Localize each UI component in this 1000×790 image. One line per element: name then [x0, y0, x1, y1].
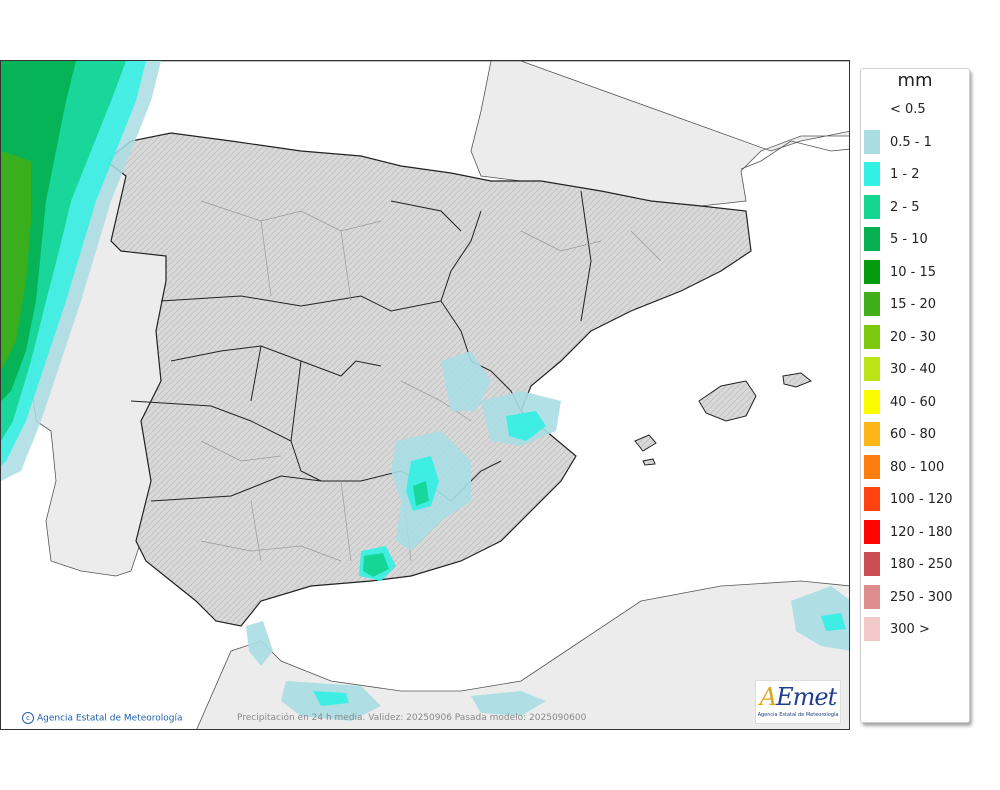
- legend-swatch: [864, 259, 880, 284]
- legend-item: 30 - 40: [861, 355, 969, 385]
- legend-label: 0.5 - 1: [890, 134, 932, 150]
- aemet-logo: AEmet Agencia Estatal de Meteorología: [755, 680, 841, 724]
- coastline-east: [740, 140, 849, 170]
- legend-item: 1 - 2: [861, 160, 969, 190]
- legend-label: 250 - 300: [890, 589, 953, 605]
- legend-label: 1 - 2: [890, 167, 920, 182]
- legend-item: 5 - 10: [861, 225, 969, 255]
- legend-item: 15 - 20: [861, 290, 969, 320]
- precip-algeria-1-2: [821, 613, 846, 631]
- legend-item: 250 - 300: [861, 583, 969, 613]
- legend-label: 180 - 250: [890, 557, 953, 572]
- legend-swatch: [864, 422, 880, 446]
- precip-center-2-5: [413, 481, 429, 506]
- legend-swatch: [864, 227, 880, 251]
- map-caption: Precipitación en 24 h media. Validez: 20…: [237, 713, 587, 723]
- legend-item: 10 - 15: [861, 258, 969, 288]
- precipitation-legend: mm < 0.5 0.5 - 1 1 - 2 2 - 5 5 - 10 10 - 15 15…: [860, 68, 970, 723]
- legend-title: mm: [897, 70, 933, 91]
- precipitation-map: [1, 61, 849, 729]
- legend-swatch: [864, 194, 880, 219]
- legend-label: 300 >: [890, 622, 930, 637]
- spain-landmass: [105, 132, 752, 627]
- legend-label: 80 - 100: [890, 459, 945, 475]
- precip-atlantic-10-15: [1, 151, 31, 371]
- legend-item: 60 - 80: [861, 420, 969, 450]
- legend-swatch: [864, 389, 880, 414]
- aemet-logo-brand: AEmet: [759, 683, 837, 711]
- map-panel: [0, 60, 850, 730]
- legend-label: 15 - 20: [890, 297, 937, 312]
- legend-label: 10 - 15: [890, 264, 937, 280]
- legend-item: < 0.5: [861, 95, 969, 125]
- legend-label: 120 - 180: [890, 524, 953, 540]
- legend-item: 0.5 - 1: [861, 128, 969, 158]
- legend-swatch: [864, 519, 880, 544]
- agency-credit: c Agencia Estatal de Meteorología: [22, 712, 183, 724]
- legend-item: 80 - 100: [861, 453, 969, 483]
- precip-gibraltar-05-1: [246, 621, 273, 666]
- legend-swatch: [864, 129, 880, 154]
- legend-item: 300 >: [861, 615, 969, 645]
- legend-swatch: [864, 454, 880, 479]
- legend-item: 2 - 5: [861, 193, 969, 223]
- legend-swatch: [864, 617, 880, 641]
- legend-label: 60 - 80: [890, 427, 937, 442]
- precip-alboran-1-2: [313, 691, 349, 706]
- legend-item: 180 - 250: [861, 550, 969, 580]
- precip-south-2-5: [363, 553, 389, 577]
- precipitation-overlay: [1, 61, 849, 721]
- formentera: [642, 458, 656, 466]
- legend-label: 40 - 60: [890, 394, 937, 410]
- copyright-icon: c: [22, 712, 34, 724]
- legend-swatch: [864, 324, 880, 349]
- legend-swatch: [864, 487, 880, 511]
- legend-label: 100 - 120: [890, 492, 953, 507]
- legend-swatch: [864, 292, 880, 316]
- legend-label: < 0.5: [890, 102, 926, 117]
- precip-valencia-1-2: [506, 411, 546, 441]
- legend-item: 20 - 30: [861, 323, 969, 353]
- legend-label: 5 - 10: [890, 232, 928, 247]
- legend-label: 20 - 30: [890, 329, 937, 345]
- precip-algeria-05-1: [791, 586, 849, 651]
- legend-swatch: [864, 584, 880, 609]
- ibiza: [634, 434, 657, 452]
- legend-swatch: [864, 357, 880, 381]
- legend-label: 2 - 5: [890, 199, 920, 215]
- legend-item: 120 - 180: [861, 518, 969, 548]
- mallorca: [698, 380, 757, 422]
- menorca: [782, 372, 812, 388]
- legend-swatch: [864, 552, 880, 576]
- legend-item: 40 - 60: [861, 388, 969, 418]
- legend-swatch: [864, 162, 880, 186]
- legend-swatch: [864, 97, 880, 121]
- precip-east-05-1: [441, 351, 491, 411]
- legend-label: 30 - 40: [890, 362, 937, 377]
- agency-credit-text: Agencia Estatal de Meteorología: [37, 713, 183, 724]
- legend-item: 100 - 120: [861, 485, 969, 515]
- precip-east-africa-05-1: [471, 691, 546, 716]
- aemet-logo-subtitle: Agencia Estatal de Meteorología: [757, 712, 839, 718]
